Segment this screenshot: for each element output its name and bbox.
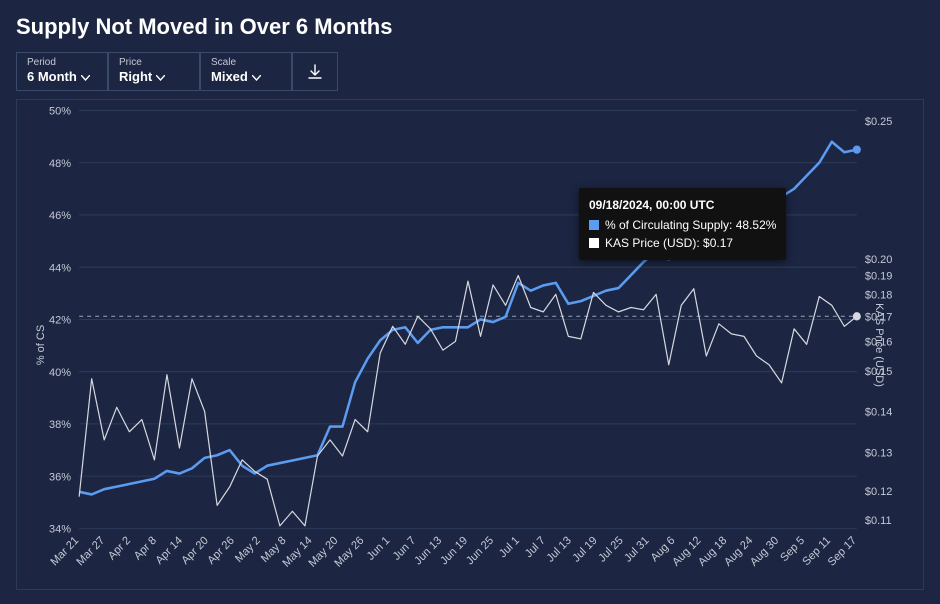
svg-text:Apr 2: Apr 2: [106, 534, 133, 562]
axis-left-label: % of CS: [35, 324, 47, 364]
svg-text:$0.18: $0.18: [865, 289, 893, 301]
price-value: Right: [119, 69, 152, 84]
svg-text:34%: 34%: [49, 523, 71, 535]
svg-text:Jul 25: Jul 25: [597, 534, 626, 564]
scale-value: Mixed: [211, 69, 248, 84]
svg-text:May 26: May 26: [333, 534, 367, 569]
svg-text:$0.20: $0.20: [865, 254, 893, 266]
price-label: Price: [119, 57, 189, 68]
svg-text:Jun 1: Jun 1: [365, 534, 392, 563]
svg-text:48%: 48%: [49, 158, 71, 170]
svg-text:Apr 20: Apr 20: [180, 534, 211, 567]
period-label: Period: [27, 57, 97, 68]
chart-svg: 34% 36% 38% 40% 42% 44% 46% 48% 50% $0.11 $0.12 $0.…: [17, 100, 923, 589]
svg-text:44%: 44%: [49, 262, 71, 274]
period-selector[interactable]: Period 6 Month: [16, 52, 108, 91]
svg-text:Jun 25: Jun 25: [464, 534, 496, 567]
price-selector[interactable]: Price Right: [108, 52, 200, 91]
chart-area[interactable]: % of CS KAS Price (USD) 34% 36% 38% 40% 42% 4…: [16, 99, 924, 590]
svg-text:May 2: May 2: [233, 534, 263, 565]
svg-text:$0.11: $0.11: [865, 515, 892, 527]
svg-text:Apr 26: Apr 26: [205, 534, 236, 567]
svg-text:Mar 21: Mar 21: [49, 534, 82, 568]
svg-text:36%: 36%: [49, 471, 71, 483]
svg-text:Jun 13: Jun 13: [412, 534, 444, 567]
svg-text:40%: 40%: [49, 367, 71, 379]
chart-toolbar: Period 6 Month Price Right Scale Mixed: [16, 52, 924, 91]
chevron-down-icon: [252, 69, 261, 84]
svg-text:46%: 46%: [49, 210, 71, 222]
page-title: Supply Not Moved in Over 6 Months: [16, 14, 924, 40]
period-value: 6 Month: [27, 69, 77, 84]
svg-text:Jun 19: Jun 19: [438, 534, 470, 567]
download-button[interactable]: [292, 52, 338, 91]
chevron-down-icon: [81, 69, 90, 84]
svg-text:$0.14: $0.14: [865, 406, 893, 418]
scale-selector[interactable]: Scale Mixed: [200, 52, 292, 91]
svg-text:Jul 19: Jul 19: [571, 534, 600, 564]
svg-text:Aug 30: Aug 30: [748, 534, 781, 568]
svg-text:$0.12: $0.12: [865, 486, 893, 498]
download-icon: [307, 64, 323, 80]
scale-label: Scale: [211, 57, 281, 68]
svg-text:$0.25: $0.25: [865, 116, 893, 128]
svg-text:Jul 13: Jul 13: [545, 534, 574, 564]
svg-text:Apr 14: Apr 14: [154, 534, 185, 567]
svg-text:$0.19: $0.19: [865, 271, 893, 283]
svg-text:Jul 31: Jul 31: [622, 534, 651, 564]
svg-text:Jul 1: Jul 1: [497, 534, 522, 560]
svg-text:42%: 42%: [49, 314, 71, 326]
axis-right-label: KAS Price (USD): [873, 303, 885, 387]
svg-text:Mar 27: Mar 27: [75, 534, 108, 568]
svg-text:$0.13: $0.13: [865, 447, 893, 459]
svg-text:50%: 50%: [49, 105, 71, 117]
chevron-down-icon: [156, 69, 165, 84]
svg-text:Sep 17: Sep 17: [826, 534, 859, 568]
svg-text:38%: 38%: [49, 419, 71, 431]
